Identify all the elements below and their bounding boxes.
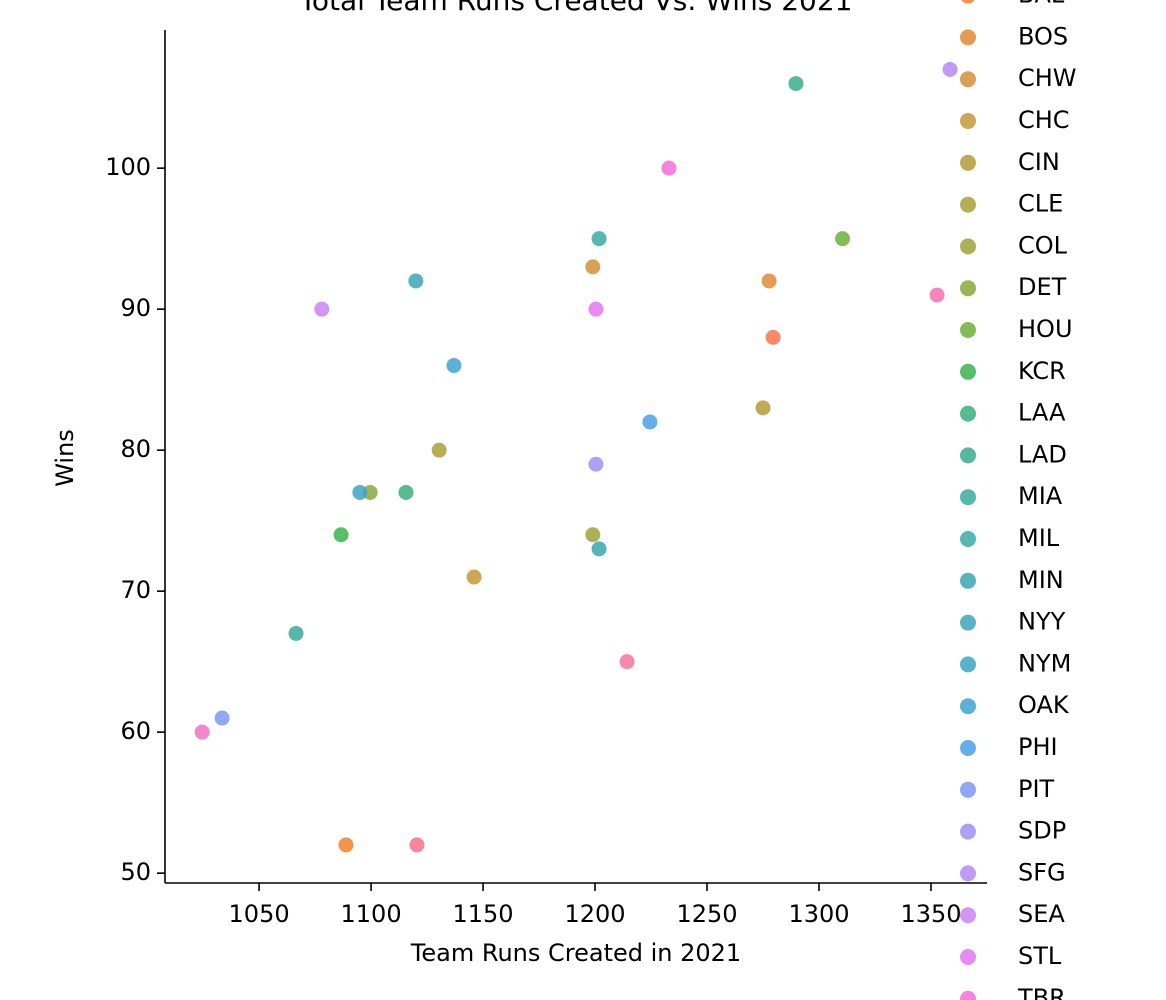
legend-marker: [960, 823, 976, 840]
legend-label: MIA: [1018, 482, 1063, 510]
point: [338, 837, 354, 853]
legend-label: CHW: [1018, 64, 1077, 92]
x-tick-label: 1100: [341, 900, 402, 928]
x-tick-label: 1150: [453, 900, 514, 928]
legend-label: STL: [1018, 942, 1062, 970]
legend-marker: [960, 113, 976, 129]
legend-marker: [960, 280, 976, 297]
x-axis-label: Team Runs Created in 2021: [410, 939, 741, 967]
legend-marker: [960, 238, 976, 255]
point: [409, 837, 425, 853]
legend-marker: [960, 447, 976, 464]
point: [761, 273, 777, 289]
x-tick-label: 1300: [788, 900, 849, 928]
legend-marker: [960, 196, 976, 213]
x-tick-label: 1050: [229, 900, 290, 928]
legend-label: CHC: [1018, 106, 1070, 134]
x-tick-label: 1350: [900, 900, 961, 928]
legend-marker: [960, 781, 976, 798]
legend-marker: [960, 405, 976, 422]
point: [333, 527, 349, 543]
legend-label: SEA: [1018, 900, 1065, 928]
point: [362, 484, 378, 500]
y-tick-label: 80: [120, 435, 151, 463]
legend-marker: [960, 740, 976, 756]
point: [585, 527, 601, 543]
point: [585, 259, 601, 275]
point: [446, 358, 462, 374]
y-tick-label: 70: [120, 576, 151, 604]
point: [835, 231, 851, 247]
point: [288, 625, 304, 641]
legend-marker: [960, 656, 976, 673]
point: [788, 76, 804, 92]
legend-label: PHI: [1018, 733, 1058, 761]
legend-marker: [960, 614, 976, 631]
point: [408, 273, 424, 289]
point: [431, 442, 447, 458]
legend-label: OAK: [1018, 691, 1070, 719]
legend-marker: [960, 29, 976, 46]
legend-marker: [960, 949, 976, 965]
point: [755, 400, 771, 416]
legend-label: COL: [1018, 231, 1068, 259]
legend-label: LAD: [1018, 440, 1067, 468]
legend-label: HOU: [1018, 315, 1073, 343]
legend-label: TBR: [1017, 984, 1066, 1000]
legend-label: SFG: [1018, 858, 1066, 886]
point: [314, 301, 330, 317]
y-axis-label: Wins: [51, 429, 79, 487]
legend-marker: [960, 865, 976, 882]
point: [588, 456, 604, 472]
point: [588, 301, 604, 317]
point: [591, 231, 607, 247]
legend-label: KCR: [1018, 357, 1066, 385]
legend-label: DET: [1018, 273, 1067, 301]
point: [352, 484, 368, 500]
x-tick-label: 1200: [564, 900, 625, 928]
legend-label: MIL: [1018, 524, 1060, 552]
legend-marker: [960, 363, 976, 380]
y-tick-label: 100: [105, 153, 151, 181]
point: [642, 414, 658, 430]
point: [194, 724, 210, 740]
point: [619, 654, 635, 670]
legend-label: BAL: [1018, 0, 1065, 9]
legend-label: CIN: [1018, 148, 1060, 176]
point: [466, 569, 482, 585]
point: [929, 287, 945, 303]
legend-marker: [960, 71, 976, 88]
legend-label: LAA: [1018, 399, 1066, 427]
point: [765, 329, 781, 345]
legend-marker: [960, 531, 976, 547]
point: [214, 710, 230, 726]
legend-marker: [960, 154, 976, 171]
legend-label: SDP: [1018, 817, 1066, 845]
legend-marker: [960, 698, 976, 715]
y-tick-label: 50: [120, 858, 151, 886]
y-tick-label: 60: [120, 717, 151, 745]
chart-title: Total Team Runs Created Vs. Wins 2021: [299, 0, 853, 17]
legend-marker: [960, 572, 976, 589]
legend-label: MIN: [1018, 566, 1064, 594]
x-tick-label: 1250: [676, 900, 737, 928]
legend-label: PIT: [1018, 775, 1055, 803]
legend-label: BOS: [1018, 22, 1068, 50]
point: [591, 541, 607, 557]
legend-marker: [961, 0, 975, 4]
legend-marker: [960, 907, 976, 924]
legend-marker: [960, 322, 976, 338]
legend-marker: [960, 990, 976, 1000]
legend-marker: [960, 489, 976, 506]
point: [398, 484, 414, 500]
legend-label: NYM: [1018, 649, 1071, 677]
legend-label: NYY: [1018, 608, 1066, 636]
legend-label: CLE: [1018, 190, 1063, 218]
point: [942, 61, 958, 77]
y-tick-label: 90: [120, 294, 151, 322]
point: [661, 160, 677, 176]
